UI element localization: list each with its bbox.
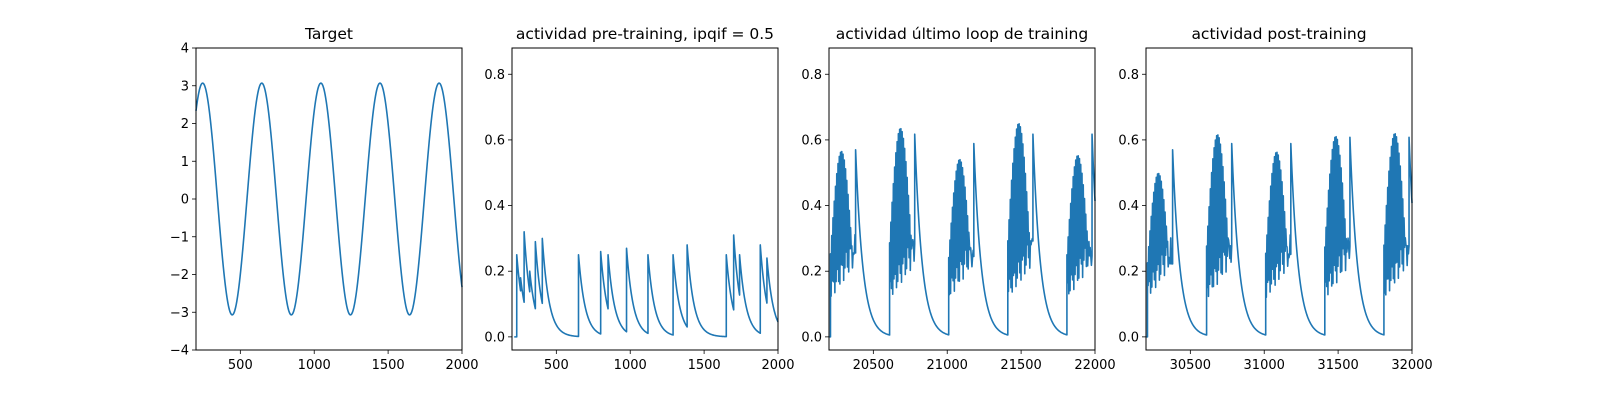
panel-title: actividad post-training (1191, 25, 1366, 43)
panel-pre-training: actividad pre-training, ipqif = 0.5 500 1… (484, 25, 794, 373)
y-tick-label: 0.0 (801, 330, 822, 345)
x-axis: 500 1000 1500 2000 (228, 350, 479, 373)
series-line-0 (828, 122, 1096, 338)
y-tick-label: 0 (181, 193, 189, 208)
y-tick-label: −3 (170, 306, 189, 321)
axes-frame (828, 47, 1096, 351)
x-tick-label: 2000 (445, 358, 478, 373)
y-tick-label: 0.2 (1118, 265, 1139, 280)
x-tick-label: 30500 (1170, 358, 1211, 373)
panel-last-training-loop: actividad último loop de training 20500 2… (801, 25, 1115, 373)
y-tick-label: −2 (170, 268, 189, 283)
x-tick-label: 21500 (1000, 358, 1041, 373)
plot-area (828, 122, 1096, 338)
plot-area (513, 231, 779, 338)
x-tick-label: 21000 (927, 358, 968, 373)
plot-area (1145, 133, 1413, 338)
panel-post-training: actividad post-training 30500 31000 31500 3… (1118, 25, 1432, 373)
x-tick-label: 31500 (1317, 358, 1358, 373)
x-tick-label: 1500 (688, 358, 721, 373)
x-axis: 20500 21000 21500 22000 (853, 350, 1116, 373)
y-tick-label: 0.0 (484, 330, 505, 345)
panel-target: Target 500 1000 1500 2000 −4 −3 −2 −1 0 1 2 3 4 (170, 25, 479, 373)
y-tick-label: 0.6 (801, 133, 822, 148)
axes-frame (1145, 47, 1413, 351)
y-tick-label: 0.8 (1118, 68, 1139, 83)
y-tick-label: 0.4 (801, 199, 822, 214)
y-tick-label: 0.6 (484, 133, 505, 148)
y-tick-label: 2 (181, 117, 189, 132)
y-axis: 0.0 0.2 0.4 0.6 0.8 (1118, 68, 1146, 345)
x-axis: 500 1000 1500 2000 (544, 350, 795, 373)
y-tick-label: 0.2 (801, 265, 822, 280)
y-axis: 0.0 0.2 0.4 0.6 0.8 (801, 68, 829, 345)
x-tick-label: 20500 (853, 358, 894, 373)
x-tick-label: 31000 (1244, 358, 1285, 373)
x-tick-label: 1000 (298, 358, 331, 373)
x-tick-label: 1500 (372, 358, 405, 373)
y-tick-label: 0.6 (1118, 133, 1139, 148)
y-tick-label: 1 (181, 155, 189, 170)
panel-title: actividad pre-training, ipqif = 0.5 (516, 25, 774, 43)
x-tick-label: 1000 (614, 358, 647, 373)
y-tick-label: 0.8 (801, 68, 822, 83)
axes-frame (511, 47, 779, 351)
plot-area (195, 82, 463, 316)
y-tick-label: 0.0 (1118, 330, 1139, 345)
panel-title: Target (304, 25, 353, 43)
series-line-0 (513, 231, 779, 338)
y-axis: −4 −3 −2 −1 0 1 2 3 4 (170, 42, 196, 359)
series-line-0 (195, 82, 463, 316)
x-axis: 30500 31000 31500 32000 (1170, 350, 1433, 373)
x-tick-label: 500 (544, 358, 569, 373)
y-axis: 0.0 0.2 0.4 0.6 0.8 (484, 68, 512, 345)
y-tick-label: 0.8 (484, 68, 505, 83)
y-tick-label: 0.2 (484, 265, 505, 280)
x-tick-label: 22000 (1074, 358, 1115, 373)
y-tick-label: 0.4 (1118, 199, 1139, 214)
y-tick-label: 3 (181, 79, 189, 94)
y-tick-label: −1 (170, 230, 189, 245)
y-tick-label: 4 (181, 42, 189, 57)
y-tick-label: −4 (170, 344, 189, 359)
x-tick-label: 32000 (1391, 358, 1432, 373)
panel-title: actividad último loop de training (836, 25, 1088, 43)
y-tick-label: 0.4 (484, 199, 505, 214)
series-line-0 (1145, 133, 1413, 338)
x-tick-label: 500 (228, 358, 253, 373)
x-tick-label: 2000 (761, 358, 794, 373)
